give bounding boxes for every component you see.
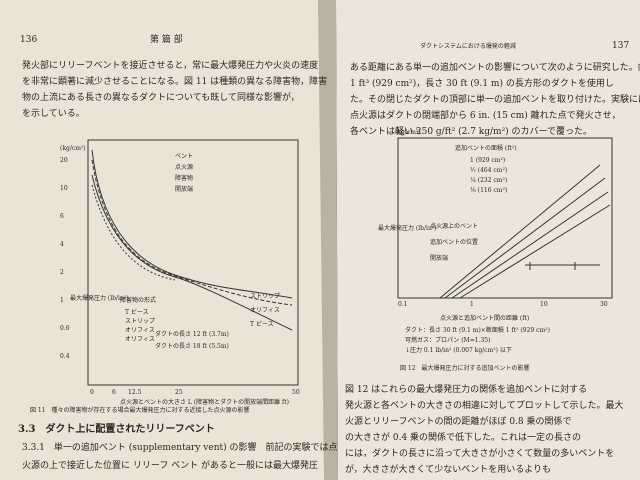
running-head: ダクトシステムにおける爆発の軽減 — [420, 42, 516, 50]
inset-label: 開放端 — [175, 185, 193, 193]
figure-caption: 図 11 種々の障害物が存在する場合最大爆発圧力に対する近接した点火源の影響 — [30, 406, 250, 414]
y-tick-label: 2 — [60, 269, 64, 276]
axis-label: 点火源と追加ベント間の距離 (ft) — [440, 314, 529, 322]
note: 開放端 — [430, 254, 448, 262]
page-number: 137 — [612, 41, 629, 51]
x-tick-label: 25 — [175, 389, 183, 396]
legend-title: 障害物の形式 — [120, 296, 156, 304]
curve-label: ストリップ — [250, 293, 280, 300]
y-tick-label: 1 — [60, 297, 64, 304]
axis-label: 最大爆発圧力 (lb/in²) — [378, 224, 437, 232]
y-tick-label: 6 — [60, 213, 64, 220]
legend-entry: オリフィス — [125, 327, 155, 334]
condition: 可燃ガス：プロパン (M=1.35) — [405, 336, 490, 344]
body-line: 発火源と各ベントの大きさの相違に対してプロットして示した。最大 — [345, 399, 623, 411]
condition: ダクト：長さ 30 ft (9.1 m)×断面積 1 ft² (929 cm²) — [405, 326, 550, 334]
x-tick-label: 12.5 — [128, 389, 142, 396]
x-tick-label: 1 — [470, 301, 474, 308]
legend-entry: ¼ (232 cm²) — [470, 177, 507, 184]
axis-unit: (kg/cm²) — [395, 129, 421, 136]
y-tick-label: 4 — [60, 241, 64, 248]
condition: ↓圧力 0.1 lb/in² (0.007 kg/cm²) 以下 — [405, 346, 512, 354]
legend-entry: 1 (929 cm²) — [470, 157, 505, 164]
y-tick-label: 20 — [60, 157, 68, 164]
body-line: 点火源はダクトの閉端部から 6 in. (15 cm) 離れた点で発火させ， — [350, 109, 621, 121]
page-number: 136 — [20, 35, 37, 45]
x-tick-label: 6 — [112, 389, 116, 396]
curve-label: オリフィス — [250, 307, 280, 314]
body-line: 各ベントは軽い 250 g/ft² (2.7 kg/m²) のカバーで覆った。 — [350, 125, 592, 137]
x-tick-label: 0 — [90, 389, 94, 396]
inset-label: ベント — [175, 153, 193, 160]
x-tick-label: 30 — [600, 301, 608, 308]
body-line: 物の上流にある長さの異なるダクトについても既して同様な影響が， — [22, 91, 299, 103]
curve-label: T ピース — [250, 321, 274, 328]
note: 追加ベントの位置 — [430, 238, 478, 246]
legend-entry: ½ (464 cm²) — [470, 167, 507, 174]
axis-label: 最大爆発圧力 (lb/in²) — [70, 294, 129, 302]
body-line: 1 ft³ (929 cm²)，長さ 30 ft (9.1 m) の長方形のダク… — [350, 77, 614, 89]
axis-unit: (kg/cm²) — [60, 145, 86, 152]
gutter — [318, 0, 338, 480]
x-tick-label: 50 — [292, 389, 300, 396]
legend-title: 追加ベントの面積 (ft²) — [455, 144, 517, 152]
body-line: 図 12 はこれらの最大爆発圧力の関係を追加ベントに対する — [345, 383, 587, 395]
left-page — [0, 0, 332, 480]
right-figure — [397, 137, 613, 299]
body-line: を示している。 — [22, 108, 85, 119]
body-line: 発火部にリリーフベントを接近させると，常に最大爆発圧力や火炎の速度 — [22, 59, 318, 71]
section-heading: 3.3 ダクト上に配置されたリリーフベント — [18, 422, 215, 435]
axis-label: 点火源とベントの大きさ L (障害物とダクトの開放端間距離 ft) — [120, 398, 289, 406]
legend-entry: ストリップ — [125, 318, 155, 325]
note: 点火源上のベント — [430, 222, 478, 230]
body-line: た。その閉じたダクトの頂部に単一の追加ベントを取り付けた。実験にはすべて — [350, 93, 640, 105]
right-page — [336, 0, 640, 480]
body-line: には，ダクトの長さに沿って大きさが小さくて数量の多いベントを — [345, 447, 614, 459]
body-line: ある距離にある単一の追加ベントの影響について次のように研究した。内容 — [350, 61, 640, 73]
y-tick-label: 0.6 — [60, 325, 70, 332]
y-tick-label: 10 — [60, 185, 68, 192]
body-line: 火源とリリーフベントの間の距離がほぼ 0.8 乗の関係で — [345, 415, 572, 427]
legend-entry: ⅛ (116 cm²) — [470, 187, 507, 194]
legend-entry: ダクトの長さ 18 ft (5.5m) — [155, 342, 229, 350]
x-tick-label: 10 — [540, 301, 548, 308]
y-tick-label: 0.4 — [60, 353, 70, 360]
legend-entry: ダクトの長さ 12 ft (3.7m) — [155, 330, 229, 338]
inset-label: 点火源 — [175, 163, 193, 171]
body-line: の大きさが 0.4 乗の関係で低下した。これは一定の長さの — [345, 431, 581, 443]
body-line: 3.3.1 単一の追加ベント (supplementary vent) の影響 … — [22, 441, 338, 453]
running-head: 第 篇 部 — [150, 33, 183, 45]
legend-entry: T ピース — [125, 309, 149, 316]
x-tick-label: 0.1 — [398, 301, 408, 308]
left-figure — [87, 139, 299, 386]
body-line: 火源の上で接近した位置に リリーフ ベント があると一般には最大爆発圧 — [22, 459, 318, 471]
legend-entry: オリフィス — [125, 336, 155, 343]
figure-caption: 図 12 最大爆発圧力に対する追加ベントの影響 — [400, 364, 530, 372]
body-line: が，大きさが大きくて少ないベントを用いるよりも — [345, 463, 551, 475]
body-line: を非常に顕著に減少させることになる。図 11 は種類の異なる障害物，障害 — [22, 75, 327, 87]
inset-label: 障害物 — [175, 174, 193, 182]
